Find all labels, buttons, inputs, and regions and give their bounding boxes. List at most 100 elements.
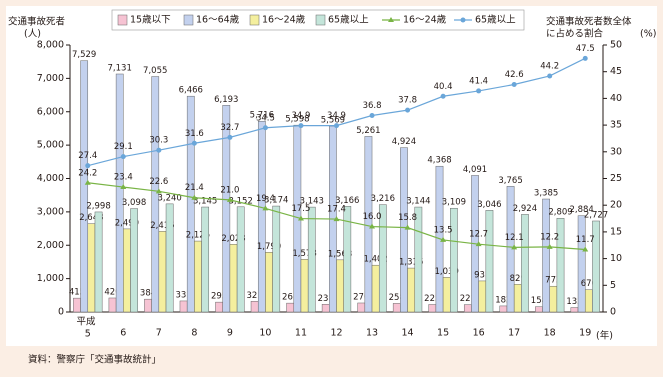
- bar-label: 7,131: [108, 64, 132, 74]
- y-tick-label: 2,000: [37, 240, 64, 251]
- bar-label: 4,924: [392, 137, 416, 147]
- bar: [115, 73, 124, 313]
- source: 資料：警察庁「交通事故統計」: [28, 354, 161, 366]
- line-label: 41.4: [469, 76, 488, 86]
- line-label: 16.0: [363, 212, 382, 222]
- line-label: 22.6: [149, 177, 168, 187]
- bar: [257, 120, 266, 313]
- bar: [357, 302, 366, 313]
- bar-label: 231: [318, 294, 334, 304]
- bar-label: 1,578: [292, 249, 316, 259]
- marker: [120, 184, 127, 190]
- bar-label: 2,125: [186, 231, 210, 241]
- bar-label: 3,385: [534, 189, 558, 199]
- bar-label: 1,039: [435, 267, 459, 277]
- bar-label: 7,529: [72, 50, 96, 60]
- marker: [440, 236, 447, 242]
- y-tick-label: 8,000: [37, 40, 64, 51]
- line-label: 19.4: [256, 194, 275, 204]
- marker: [226, 196, 233, 202]
- line-label: 11.7: [576, 235, 595, 245]
- bar-label: 420: [104, 287, 120, 297]
- bar-label: 5,261: [356, 126, 380, 136]
- bar-label: 3,144: [406, 197, 430, 207]
- marker: [85, 163, 91, 169]
- y2-tick-label: 50: [610, 40, 622, 51]
- marker: [84, 179, 91, 185]
- legend-label: 65歳以上: [475, 14, 516, 26]
- bar: [428, 304, 437, 313]
- x-tick-label: 7: [156, 328, 162, 339]
- x-tick-label: 8: [191, 328, 197, 339]
- x-tick-label: 9: [227, 328, 233, 339]
- bar: [201, 206, 210, 313]
- bar-label: 1,316: [399, 258, 423, 268]
- y2-axis-unit: (%): [640, 29, 656, 40]
- bar-label: 1,402: [363, 255, 387, 265]
- bar: [535, 306, 543, 313]
- bar-label: 670: [581, 279, 597, 289]
- bar-label: 3,143: [300, 197, 324, 207]
- bar: [343, 206, 352, 313]
- y-axis-unit: (人): [24, 29, 41, 40]
- bar-label: 384: [140, 289, 156, 299]
- x-tick-label: 18: [544, 328, 556, 339]
- x-tick-label: 19: [579, 328, 591, 339]
- bar: [250, 301, 259, 313]
- line-label: 32.7: [220, 123, 239, 133]
- marker: [262, 125, 268, 131]
- y2-axis-title: に占める割合: [546, 28, 604, 40]
- bar: [392, 303, 401, 313]
- bar-label: 3,765: [498, 176, 522, 186]
- line-label: 37.8: [398, 96, 417, 106]
- legend-label: 16～64歳: [196, 14, 240, 26]
- bar-label: 265: [282, 293, 298, 303]
- x-tick-label: 10: [259, 328, 271, 339]
- marker: [298, 123, 304, 129]
- line-label: 12.1: [505, 233, 524, 243]
- line-label: 24.2: [78, 168, 97, 178]
- bar-label: 5,569: [321, 116, 345, 126]
- y2-tick-label: 40: [610, 93, 622, 104]
- line-label: 27.4: [78, 151, 97, 161]
- bar-label: 829: [510, 274, 526, 284]
- bar: [414, 206, 423, 313]
- marker: [333, 216, 340, 222]
- bar: [463, 304, 472, 313]
- bar-label: 2,924: [513, 204, 537, 214]
- y2-tick-label: 10: [610, 253, 622, 264]
- bar: [577, 215, 586, 313]
- bar: [321, 304, 330, 313]
- bar-label: 6,466: [179, 86, 203, 96]
- bar: [158, 231, 167, 313]
- legend-label: 16～24歳: [403, 14, 447, 26]
- x-axis-unit: (年): [596, 330, 613, 342]
- marker: [120, 154, 126, 160]
- bar: [229, 244, 238, 313]
- bar-label: 4,368: [427, 156, 451, 166]
- line-label: 34.9: [327, 111, 346, 121]
- bar-label: 295: [211, 292, 227, 302]
- bar: [272, 205, 281, 313]
- y-tick-label: 4,000: [37, 173, 64, 184]
- bar-label: 258: [389, 293, 405, 303]
- marker: [262, 205, 269, 211]
- bar-label: 7,055: [143, 66, 167, 76]
- line-label: 42.6: [505, 70, 524, 80]
- y2-tick-label: 15: [610, 226, 622, 237]
- bar-label: 3,145: [193, 197, 217, 207]
- bar-label: 3,174: [264, 196, 288, 206]
- line-label: 12.2: [540, 232, 559, 242]
- bar: [378, 204, 387, 313]
- x-tick-label: 11: [295, 328, 307, 339]
- x-tick-label: 12: [330, 328, 342, 339]
- bar-label: 2,416: [150, 221, 174, 231]
- line-label: 44.2: [540, 61, 559, 71]
- x-tick-label: 16: [473, 328, 485, 339]
- y-tick-label: 7,000: [37, 73, 64, 84]
- line-label: 40.4: [434, 82, 453, 92]
- x-tick-label: 13: [366, 328, 378, 339]
- bar-label: 2,884: [569, 205, 593, 215]
- bar-label: 331: [175, 290, 191, 300]
- bar-label: 6,193: [214, 95, 238, 105]
